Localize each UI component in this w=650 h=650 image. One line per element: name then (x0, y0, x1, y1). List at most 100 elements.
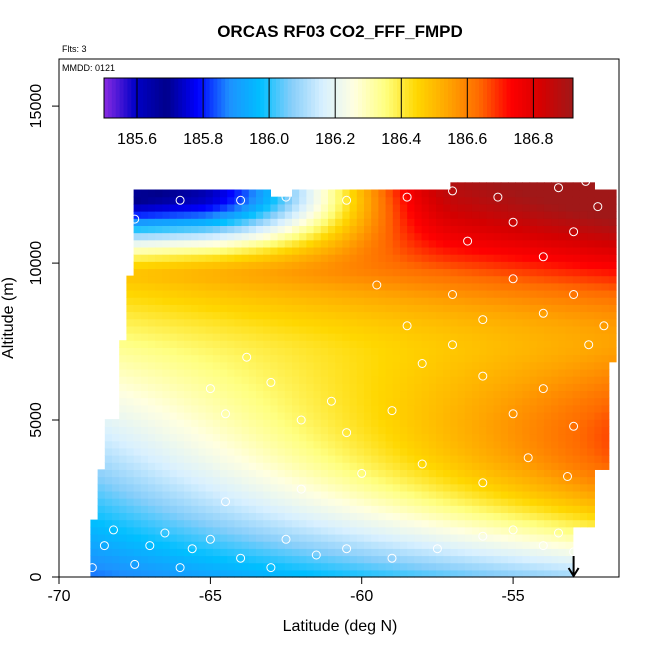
observation-point (99, 541, 109, 551)
heatmap-cell (292, 548, 300, 557)
heatmap-cell (126, 325, 135, 334)
heatmap-cell (299, 211, 307, 219)
heatmap-cell (378, 347, 387, 356)
heatmap-cell (486, 512, 495, 521)
heatmap-cell (140, 383, 149, 392)
heatmap-cell (363, 347, 372, 356)
heatmap-cell (392, 311, 401, 320)
heatmap-cell (399, 555, 408, 564)
heatmap-cell (155, 218, 164, 226)
heatmap-cell (234, 533, 243, 542)
heatmap-cell (378, 447, 387, 456)
heatmap-cell (536, 548, 545, 557)
heatmap-cell (112, 476, 120, 485)
heatmap-cell (479, 289, 487, 298)
heatmap-cell (162, 548, 171, 557)
heatmap-cell (536, 498, 545, 506)
heatmap-cell (507, 390, 516, 399)
heatmap-cell (342, 426, 351, 435)
colorbar-swatch (236, 78, 242, 118)
heatmap-cell (385, 498, 394, 506)
heatmap-cell (241, 505, 250, 514)
heatmap-cell (133, 490, 142, 499)
heatmap-cell (536, 411, 545, 420)
heatmap-cell (536, 246, 545, 255)
heatmap-cell (385, 469, 394, 478)
heatmap-cell (371, 246, 379, 255)
heatmap-cell (184, 397, 192, 406)
heatmap-cell (292, 397, 300, 406)
heatmap-cell (356, 390, 365, 399)
heatmap-cell (162, 533, 171, 542)
heatmap-cell (220, 347, 228, 356)
heatmap-cell (191, 275, 200, 284)
heatmap-cell (155, 541, 164, 549)
heatmap-cell (587, 383, 595, 392)
heatmap-cell (399, 189, 408, 198)
heatmap-cell (579, 390, 588, 399)
heatmap-cell (579, 419, 588, 427)
heatmap-cell (450, 548, 459, 557)
heatmap-cell (587, 390, 595, 399)
heatmap-cell (126, 440, 135, 449)
heatmap-cell (558, 318, 567, 327)
heatmap-cell (227, 519, 235, 528)
heatmap-cell (443, 289, 451, 298)
observation-point (554, 528, 563, 538)
colorbar-swatch (338, 78, 343, 118)
heatmap-cell (414, 490, 423, 499)
heatmap-cell (479, 340, 487, 348)
heatmap-cell (464, 562, 473, 571)
heatmap-cell (320, 476, 329, 485)
heatmap-cell (522, 340, 531, 348)
heatmap-cell (133, 246, 142, 255)
heatmap-cell (371, 404, 379, 413)
heatmap-cell (363, 498, 372, 506)
heatmap-cell (205, 268, 214, 277)
heatmap-cell (112, 483, 120, 492)
heatmap-cell (608, 203, 617, 212)
heatmap-cell (349, 505, 358, 514)
heatmap-cell (220, 275, 228, 284)
heatmap-cell (493, 340, 502, 348)
heatmap-cell (155, 433, 164, 442)
heatmap-cell (450, 318, 459, 327)
heatmap-cell (543, 261, 552, 270)
heatmap-cell (104, 440, 113, 449)
heatmap-cell (378, 325, 387, 334)
heatmap-cell (126, 361, 135, 370)
heatmap-cell (572, 397, 581, 406)
heatmap-cell (572, 211, 581, 219)
heatmap-cell (486, 203, 495, 212)
heatmap-cell (220, 297, 228, 305)
heatmap-cell (529, 189, 538, 198)
heatmap-cell (112, 555, 120, 564)
heatmap-cell (371, 512, 379, 521)
heatmap-cell (126, 275, 135, 284)
heatmap-cell (184, 404, 192, 413)
heatmap-cell (421, 483, 430, 492)
heatmap-cell (435, 376, 444, 384)
heatmap-cell (140, 426, 149, 435)
heatmap-cell (313, 297, 322, 305)
heatmap-cell (479, 505, 487, 514)
heatmap-cell (407, 440, 415, 449)
heatmap-cell (263, 333, 271, 341)
heatmap-cell (385, 225, 394, 234)
heatmap-cell (148, 376, 156, 384)
heatmap-cell (551, 282, 559, 291)
heatmap-cell (299, 433, 307, 442)
heatmap-cell (148, 225, 156, 234)
heatmap-cell (371, 218, 379, 226)
heatmap-cell (479, 526, 487, 535)
colorbar-swatch (420, 78, 425, 118)
heatmap-cell (212, 376, 221, 384)
heatmap-cell (558, 419, 567, 427)
heatmap-cell (284, 361, 293, 370)
heatmap-cell (507, 196, 516, 205)
heatmap-cell (471, 541, 480, 549)
heatmap-cell (428, 462, 437, 470)
heatmap-cell (551, 433, 559, 442)
heatmap-cell (414, 397, 423, 406)
heatmap-cell (270, 397, 279, 406)
